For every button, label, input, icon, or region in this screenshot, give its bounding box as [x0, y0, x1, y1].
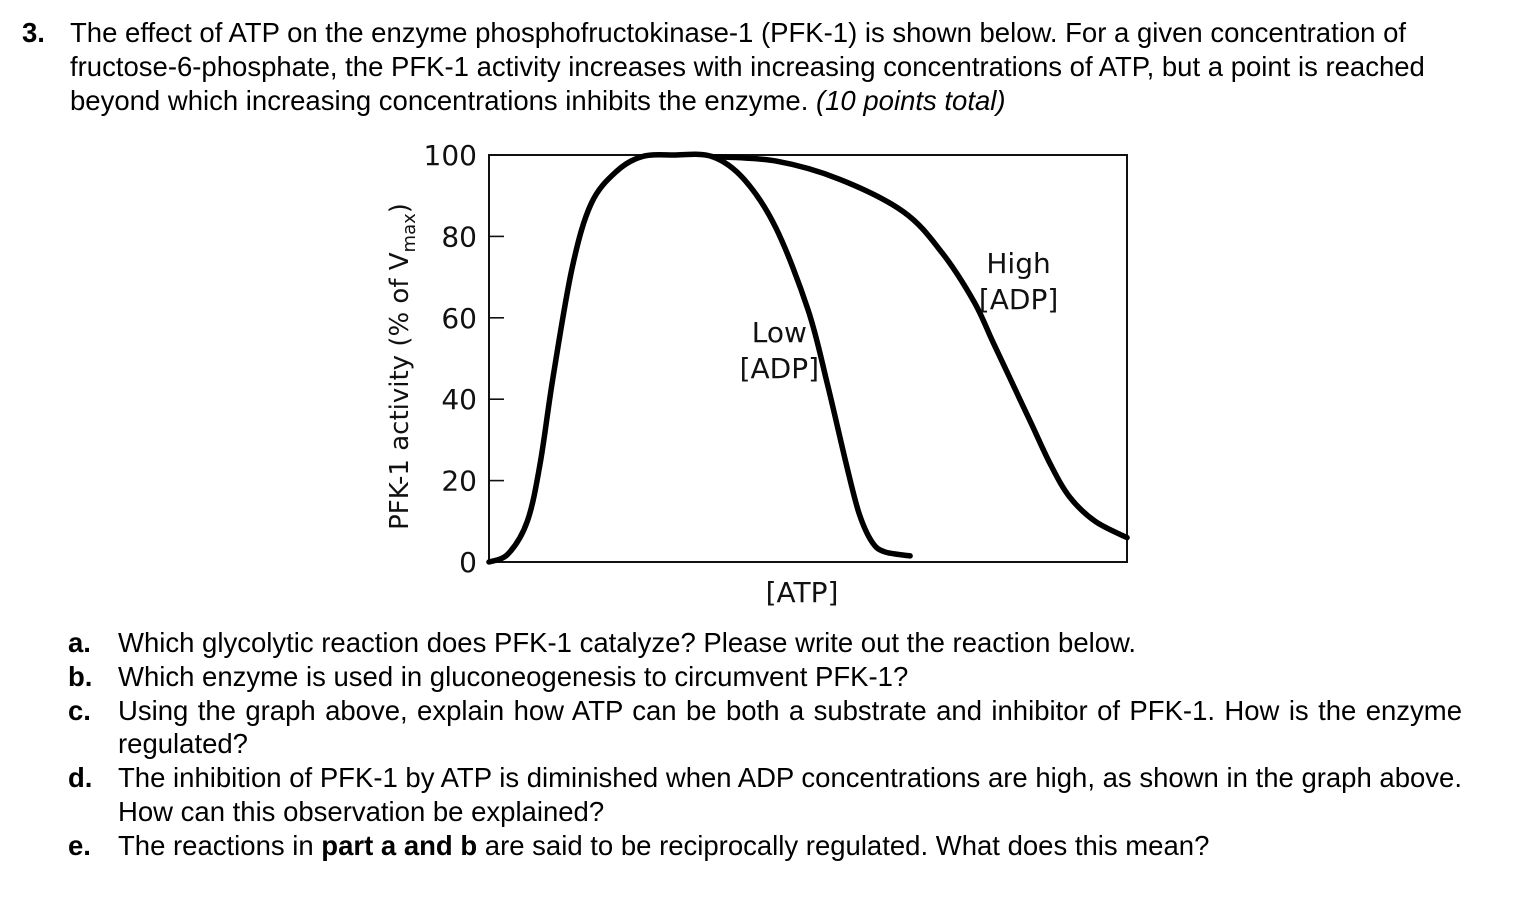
chart-svg: 0 20 40 60 80 100 [ATP] PFK-1 activity (% of Vm… — [385, 139, 1130, 609]
subquestion-text: The inhibition of PFK-1 by ATP is dimini… — [118, 762, 1462, 827]
y-tick-label: 100 — [424, 139, 477, 172]
question-points: (10 points total) — [815, 85, 1006, 116]
series-line-high-adp — [709, 153, 1130, 541]
y-tick-label: 60 — [441, 302, 477, 335]
subquestion-letter: e. — [68, 829, 91, 861]
subquestion-text: Which glycolytic reaction does PFK-1 cat… — [118, 627, 1136, 658]
question-number: 3. — [22, 17, 45, 48]
y-tick-label: 0 — [459, 546, 477, 579]
x-axis-label: [ATP] — [766, 576, 839, 609]
subquestion-text: Which enzyme is used in gluconeogenesis … — [118, 660, 909, 692]
y-axis-label-close: ) — [385, 203, 415, 213]
subquestion-c: c. Using the graph above, explain how AT… — [68, 694, 1462, 762]
series-line-low-adp — [486, 151, 913, 565]
question-text: The effect of ATP on the enzyme phosphof… — [70, 16, 1482, 118]
series-label-low-adp: Low — [752, 316, 807, 349]
question-block: 3. The effect of ATP on the enzyme phosp… — [22, 16, 1482, 118]
subquestion-text-after: are said to be reciprocally regulated. W… — [477, 829, 1210, 861]
y-axis-label-main: PFK-1 activity (% of V — [385, 252, 415, 530]
subquestion-text: The reactions in part a and b are said t… — [118, 829, 1462, 863]
subquestion-e: e. The reactions in part a and b are sai… — [68, 829, 1462, 863]
subquestion-d: d. The inhibition of PFK-1 by ATP is dim… — [68, 761, 1462, 829]
subquestion-text: Using the graph above, explain how ATP c… — [118, 694, 1462, 760]
subquestion-a: a. Which glycolytic reaction does PFK-1 … — [68, 626, 1462, 660]
pfk1-activity-chart: 0 20 40 60 80 100 [ATP] PFK-1 activity (% of Vm… — [370, 134, 1140, 609]
y-axis-label: PFK-1 activity (% of Vmax) — [385, 203, 420, 530]
plot-frame — [488, 154, 1128, 563]
y-axis-label-subscript: max — [399, 213, 420, 253]
subquestion-list: a. Which glycolytic reaction does PFK-1 … — [68, 626, 1462, 863]
y-tick-label: 40 — [441, 383, 477, 416]
subquestion-b: b. Which enzyme is used in gluconeogenes… — [68, 660, 1462, 694]
y-tick-label: 20 — [441, 465, 477, 498]
series-label-high-adp: [ADP] — [979, 283, 1058, 316]
subquestion-letter: c. — [68, 694, 91, 726]
question-body: The effect of ATP on the enzyme phosphof… — [70, 17, 1425, 116]
subquestion-text-bold: part a and b — [321, 829, 478, 861]
subquestion-letter: b. — [68, 660, 93, 692]
y-tick-label: 80 — [441, 220, 477, 253]
series-label-low-adp: [ADP] — [740, 352, 819, 385]
subquestion-letter: d. — [68, 762, 93, 794]
subquestion-letter: a. — [68, 627, 91, 658]
subquestion-text-before: The reactions in — [118, 829, 322, 861]
series-label-high-adp: High — [986, 247, 1050, 280]
